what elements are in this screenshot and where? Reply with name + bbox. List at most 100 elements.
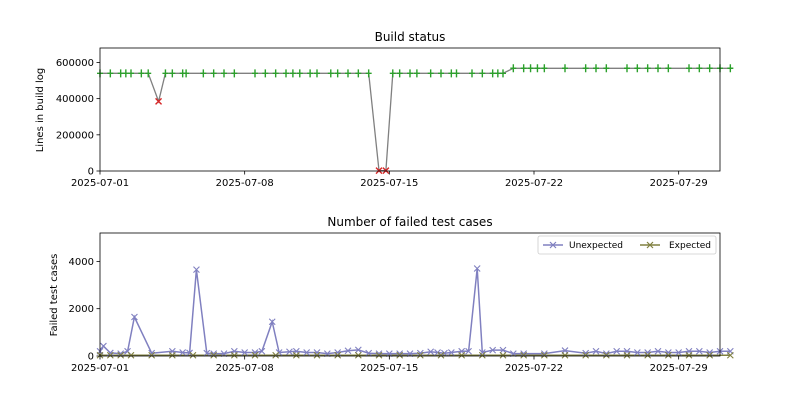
data-point-unexpected	[186, 349, 193, 357]
data-point-unexpected	[203, 349, 211, 357]
data-point-pass	[469, 69, 475, 78]
data-point-expected	[623, 351, 631, 359]
data-point-expected	[706, 351, 714, 359]
y-axis-label: Lines in build log	[35, 68, 46, 153]
x-tick-label: 2025-07-08	[216, 178, 274, 189]
data-point-pass	[706, 64, 713, 73]
data-point-expected	[313, 351, 321, 359]
data-point-pass	[510, 64, 517, 73]
data-point-expected	[478, 351, 486, 359]
data-point-expected	[375, 351, 383, 359]
data-point-pass	[665, 64, 672, 73]
build-status-line	[100, 67, 731, 172]
data-point-expected	[664, 351, 672, 359]
data-point-expected	[272, 351, 280, 359]
data-point-expected	[644, 351, 652, 359]
data-point-expected	[230, 351, 238, 359]
data-point-unexpected	[148, 349, 156, 357]
data-point-pass	[448, 69, 455, 78]
data-point-unexpected	[354, 346, 362, 354]
legend-marker-unexpected	[549, 241, 557, 249]
data-point-expected	[685, 351, 693, 359]
data-point-pass	[527, 64, 534, 73]
data-point-expected	[582, 351, 590, 359]
data-point-expected	[458, 351, 466, 359]
y-tick-label: 0	[88, 167, 94, 178]
data-point-unexpected	[131, 313, 138, 321]
data-point-unexpected	[706, 349, 714, 356]
data-point-unexpected	[365, 349, 373, 357]
failed-tests-chart: Number of failed test cases Failed test …	[49, 215, 734, 374]
data-point-pass	[283, 69, 289, 78]
data-point-pass	[117, 69, 124, 78]
data-point-pass	[727, 64, 734, 73]
data-point-pass	[438, 69, 444, 78]
data-point-pass	[307, 69, 314, 78]
data-point-unexpected	[334, 349, 342, 356]
data-point-pass	[231, 69, 238, 78]
data-point-expected	[251, 351, 259, 359]
data-point-expected	[292, 351, 300, 359]
x-tick-label: 2025-07-29	[650, 178, 708, 189]
data-point-expected	[437, 351, 445, 359]
data-point-fail	[155, 97, 163, 105]
data-point-unexpected	[441, 349, 448, 357]
data-point-pass	[221, 69, 227, 78]
data-point-expected	[520, 351, 528, 359]
x-tick-label: 2025-07-01	[71, 178, 129, 189]
data-point-pass	[389, 69, 396, 78]
data-point-pass	[593, 64, 599, 73]
y-tick-label: 2000	[69, 304, 94, 315]
data-point-pass	[603, 64, 610, 73]
data-point-pass	[582, 64, 589, 73]
x-tick-label: 2025-07-15	[360, 363, 418, 374]
data-point-expected	[416, 351, 424, 359]
data-point-unexpected	[106, 349, 114, 357]
legend: Unexpected Expected	[537, 235, 717, 255]
failed-tests-markers	[96, 265, 734, 359]
data-point-pass	[644, 64, 651, 73]
data-point-pass	[327, 69, 334, 78]
y-tick-label: 4000	[69, 257, 94, 268]
series-line	[100, 67, 731, 172]
data-point-unexpected	[268, 318, 276, 326]
data-point-unexpected	[303, 349, 311, 356]
axis-ticks: 2025-07-01 2025-07-08 2025-07-15 2025-07-22…	[69, 257, 708, 374]
data-point-pass	[686, 64, 692, 73]
plot-frame	[99, 47, 721, 172]
x-tick-label: 2025-07-22	[505, 178, 563, 189]
data-point-expected	[117, 351, 125, 359]
data-point-pass	[122, 69, 129, 78]
y-tick-label: 600000	[56, 58, 94, 69]
legend-label-unexpected: Unexpected	[569, 241, 623, 251]
data-point-pass	[634, 64, 641, 73]
data-point-unexpected	[695, 347, 703, 355]
data-point-expected	[106, 351, 114, 359]
data-point-unexpected	[664, 349, 672, 356]
data-point-pass	[355, 69, 362, 78]
data-point-pass	[252, 69, 258, 78]
data-point-pass	[407, 69, 413, 78]
data-point-expected	[334, 351, 342, 359]
data-point-unexpected	[582, 349, 590, 357]
plot-frame	[99, 232, 721, 357]
data-point-pass	[128, 69, 134, 78]
data-point-unexpected	[427, 348, 435, 356]
data-point-pass	[696, 64, 703, 73]
data-point-pass	[494, 69, 501, 78]
data-point-expected	[561, 351, 569, 359]
data-point-unexpected	[644, 349, 652, 356]
y-tick-label: 200000	[56, 130, 94, 141]
data-point-pass	[200, 69, 207, 78]
series-line-unexpected	[99, 268, 731, 355]
data-point-unexpected	[241, 349, 249, 356]
data-point-expected	[602, 351, 610, 359]
data-point-pass	[479, 69, 486, 78]
x-tick-label: 2025-07-08	[216, 363, 274, 374]
x-tick-label: 2025-07-29	[650, 363, 708, 374]
data-point-pass	[138, 69, 145, 78]
y-tick-label: 400000	[56, 94, 94, 105]
data-point-unexpected	[489, 346, 497, 354]
data-point-pass	[413, 69, 420, 78]
data-point-unexpected	[465, 347, 472, 355]
